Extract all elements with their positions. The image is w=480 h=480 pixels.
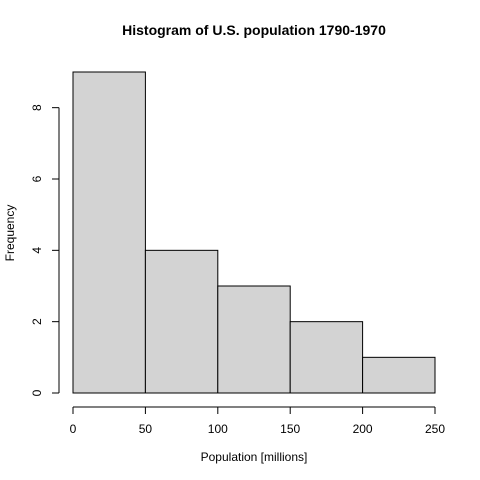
histogram-bar-4 <box>362 356 436 394</box>
x-axis: 0 50 100 150 200 250 <box>70 406 445 436</box>
histogram-bar-2 <box>217 285 291 394</box>
bars-group <box>72 71 436 394</box>
y-tick-label-4: 8 <box>30 104 44 111</box>
x-tick-label-1: 50 <box>139 422 153 436</box>
x-tick-label-3: 150 <box>280 422 300 436</box>
y-axis: 0 2 4 6 8 <box>30 104 60 396</box>
y-tick-label-3: 6 <box>30 175 44 182</box>
y-axis-label: Frequency <box>3 205 17 262</box>
chart-title: Histogram of U.S. population 1790-1970 <box>122 22 386 38</box>
y-tick-label-2: 4 <box>30 247 44 254</box>
x-tick-label-0: 0 <box>70 422 77 436</box>
histogram-bar-1 <box>144 249 219 394</box>
x-tick-label-5: 250 <box>425 422 445 436</box>
histogram-bar-0 <box>72 71 146 394</box>
x-tick-label-4: 200 <box>353 422 373 436</box>
y-tick-label-1: 2 <box>30 318 44 325</box>
histogram-bar-3 <box>289 321 364 394</box>
x-axis-label: Population [millions] <box>201 450 308 464</box>
y-tick-label-0: 0 <box>30 389 44 396</box>
x-tick-label-2: 100 <box>208 422 228 436</box>
